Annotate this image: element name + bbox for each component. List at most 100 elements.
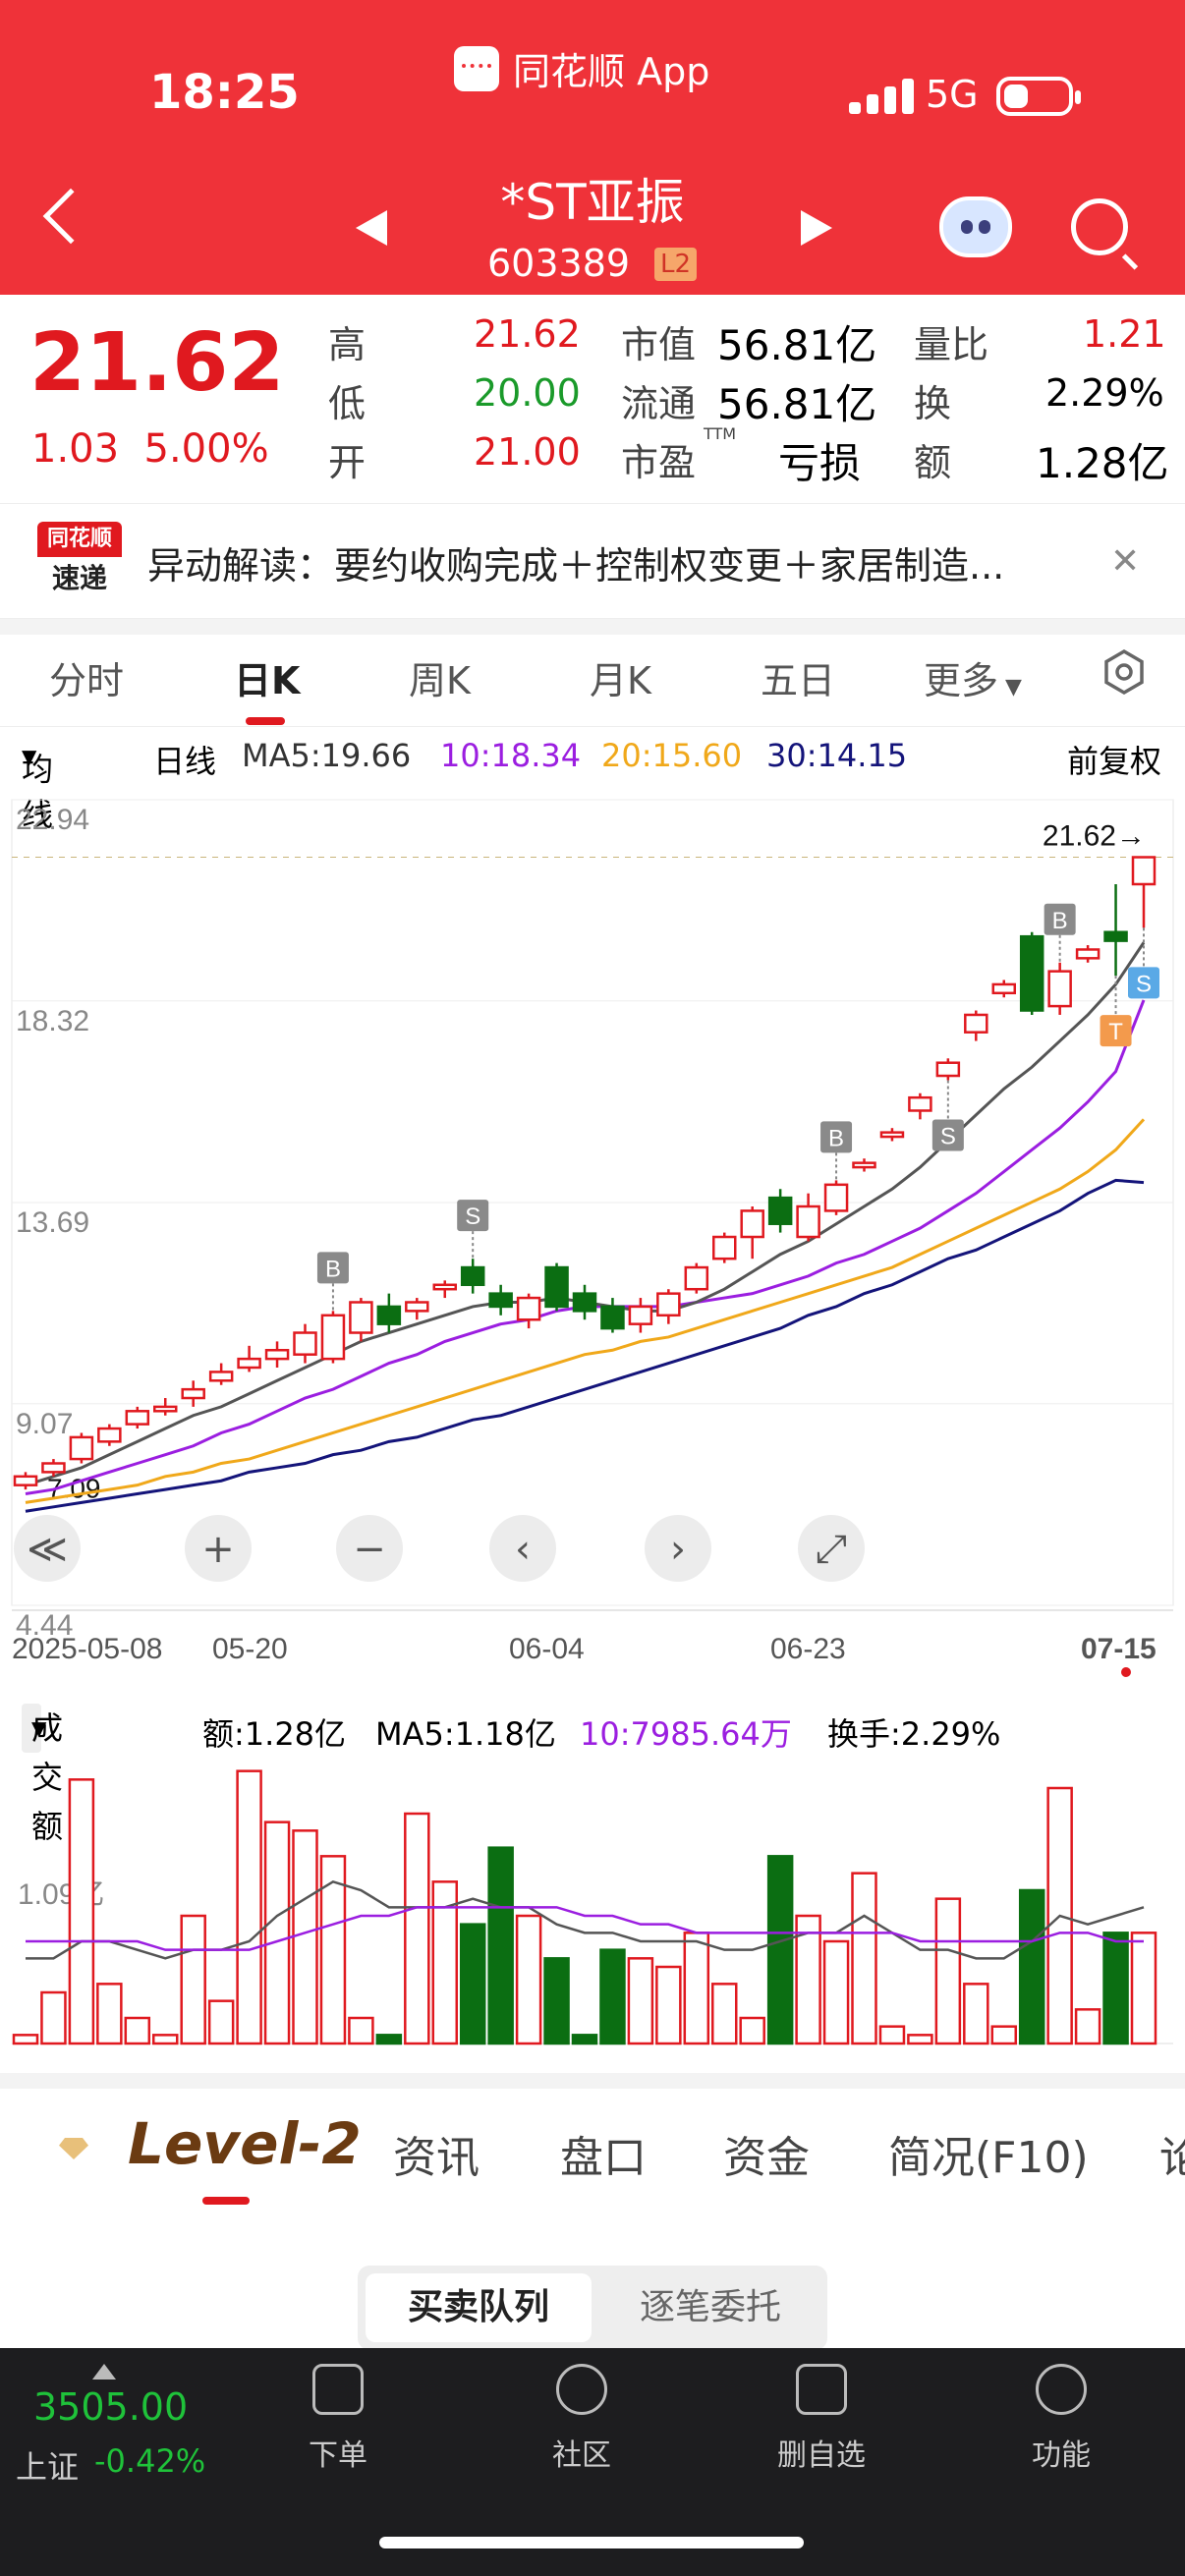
amount-value: 1.28亿 — [1036, 439, 1169, 487]
tab-daily-k[interactable]: 日K — [234, 659, 301, 702]
search-icon[interactable] — [1071, 198, 1128, 255]
community-star-icon — [556, 2364, 607, 2415]
tab-news[interactable]: 资讯 — [393, 2133, 480, 2183]
volume-bar — [431, 1880, 458, 2045]
candle — [740, 1209, 764, 1239]
volume-bar — [711, 1983, 738, 2045]
tab-more[interactable]: 更多 ▼ — [924, 650, 1022, 704]
candle — [852, 1161, 876, 1169]
candle — [153, 1405, 178, 1413]
volume-bar — [934, 1897, 962, 2045]
candle — [181, 1387, 205, 1400]
nav-functions[interactable]: 功能 — [1002, 2364, 1120, 2474]
x-tick-label: 05-20 — [212, 1633, 288, 1665]
subtab-orders[interactable]: 逐笔委托 — [639, 2287, 781, 2327]
candle — [712, 1235, 737, 1260]
volume-bar — [907, 2034, 933, 2045]
ma30-value: 30:14.15 — [766, 737, 908, 774]
volume-bar — [375, 2034, 403, 2045]
stock-name: *ST亚振 — [500, 174, 685, 231]
volume-bar — [404, 1812, 430, 2045]
dropdown-icon: ▼ — [22, 745, 37, 768]
subtab-queue[interactable]: 买卖队列 — [366, 2273, 592, 2342]
y-tick-label: 18.32 — [16, 1005, 89, 1037]
prev-stock-icon[interactable] — [356, 210, 387, 246]
tab-f10[interactable]: 简况(F10) — [888, 2133, 1089, 2183]
nav-order[interactable]: 下单 — [279, 2364, 397, 2474]
candle — [432, 1283, 457, 1291]
volume-amount: 额:1.28亿 — [202, 1715, 347, 1753]
y-tick-label: 22.94 — [16, 804, 89, 836]
divider — [0, 2073, 1185, 2089]
news-text[interactable]: 异动解读：要约收购完成＋控制权变更＋家居制造... — [147, 544, 1005, 588]
news-logo: 同花顺 速递 — [37, 522, 122, 602]
x-tick-label: 2025-05-08 — [12, 1633, 162, 1665]
adjust-mode[interactable]: 前复权 — [1067, 743, 1162, 780]
nav-remove-watchlist[interactable]: 删自选 — [762, 2364, 880, 2474]
tab-intraday[interactable]: 分时 — [49, 659, 125, 702]
pan-right-icon: › — [670, 1527, 686, 1572]
tab-monthly-k[interactable]: 月K — [590, 659, 651, 702]
volume-bar — [152, 2034, 179, 2045]
section-tabs: Level-2 资讯 盘口 资金 简况(F10) 论 — [0, 2089, 1185, 2207]
tab-level2[interactable]: Level-2 — [128, 2110, 362, 2177]
close-icon[interactable]: ✕ — [1110, 541, 1141, 582]
volume-ma10-line — [26, 1906, 1144, 1951]
remove-watchlist-icon — [796, 2364, 847, 2415]
order-icon — [312, 2364, 364, 2415]
settings-gear-icon[interactable] — [1100, 648, 1148, 696]
ma-legend: 均线 ▼ 日线 MA5:19.66 10:18.34 20:15.60 30:1… — [0, 729, 1185, 833]
ma5-value: MA5:19.66 — [242, 737, 412, 774]
fullscreen-icon: ⤢ — [816, 1527, 847, 1572]
volume-bar — [543, 1957, 570, 2045]
tab-weekly-k[interactable]: 周K — [409, 659, 471, 702]
signal-marker — [1100, 1015, 1132, 1047]
nav-remove-label: 删自选 — [777, 2438, 866, 2473]
assistant-robot-icon[interactable] — [939, 196, 1012, 257]
low-value: 20.00 — [474, 371, 581, 415]
ma20-value: 20:15.60 — [601, 737, 743, 774]
tab-five-day[interactable]: 五日 — [761, 659, 836, 702]
volume-bar — [515, 1914, 542, 2045]
tab-more-section[interactable]: 论 — [1159, 2133, 1185, 2183]
volume-chart[interactable]: 1.09亿 — [0, 1755, 1185, 2049]
current-price: 21.62 — [29, 316, 285, 410]
volume-bar — [766, 1855, 794, 2045]
pan-left-icon: ‹ — [515, 1527, 531, 1572]
candle — [125, 1410, 150, 1426]
candle — [879, 1131, 905, 1139]
float-value: 56.81亿 — [717, 380, 877, 428]
volume-indicator-button[interactable]: 成交额 ▼ — [22, 1704, 63, 1845]
candle — [516, 1296, 541, 1321]
index-name: 上证 — [16, 2448, 80, 2486]
nav-order-label: 下单 — [309, 2438, 367, 2473]
signal-label: S — [940, 1123, 956, 1149]
open-label: 开 — [328, 441, 367, 484]
last-price-label: 21.62→ — [1043, 820, 1146, 853]
signal-label: B — [325, 1256, 341, 1282]
candle — [1019, 934, 1044, 1012]
signal-label: S — [1136, 971, 1152, 997]
active-tab-indicator — [202, 2197, 250, 2205]
nav-community[interactable]: 社区 — [523, 2364, 641, 2474]
tab-orderbook[interactable]: 盘口 — [560, 2133, 647, 2183]
volume-bar — [627, 1957, 654, 2045]
candle — [41, 1462, 66, 1474]
candle — [628, 1305, 653, 1325]
pe-ttm: TTM — [704, 424, 737, 443]
turnover-label: 换 — [914, 382, 952, 425]
volume-bar — [68, 1778, 95, 2045]
volume-bar — [12, 2034, 39, 2045]
tab-fund[interactable]: 资金 — [723, 2133, 810, 2183]
open-value: 21.00 — [474, 430, 581, 474]
low-label: 低 — [328, 382, 367, 425]
volume-bar — [487, 1846, 514, 2045]
next-stock-icon[interactable] — [801, 210, 832, 246]
index-value[interactable]: 3505.00 — [33, 2385, 189, 2429]
chart-tabs: 分时 日K 周K 月K 五日 更多 ▼ — [0, 635, 1185, 727]
today-dot — [1121, 1667, 1131, 1677]
signal-label: B — [828, 1125, 844, 1151]
dropdown-icon: ▼ — [31, 1716, 47, 1740]
news-banner[interactable]: 同花顺 速递 异动解读：要约收购完成＋控制权变更＋家居制造... ✕ — [0, 503, 1185, 619]
